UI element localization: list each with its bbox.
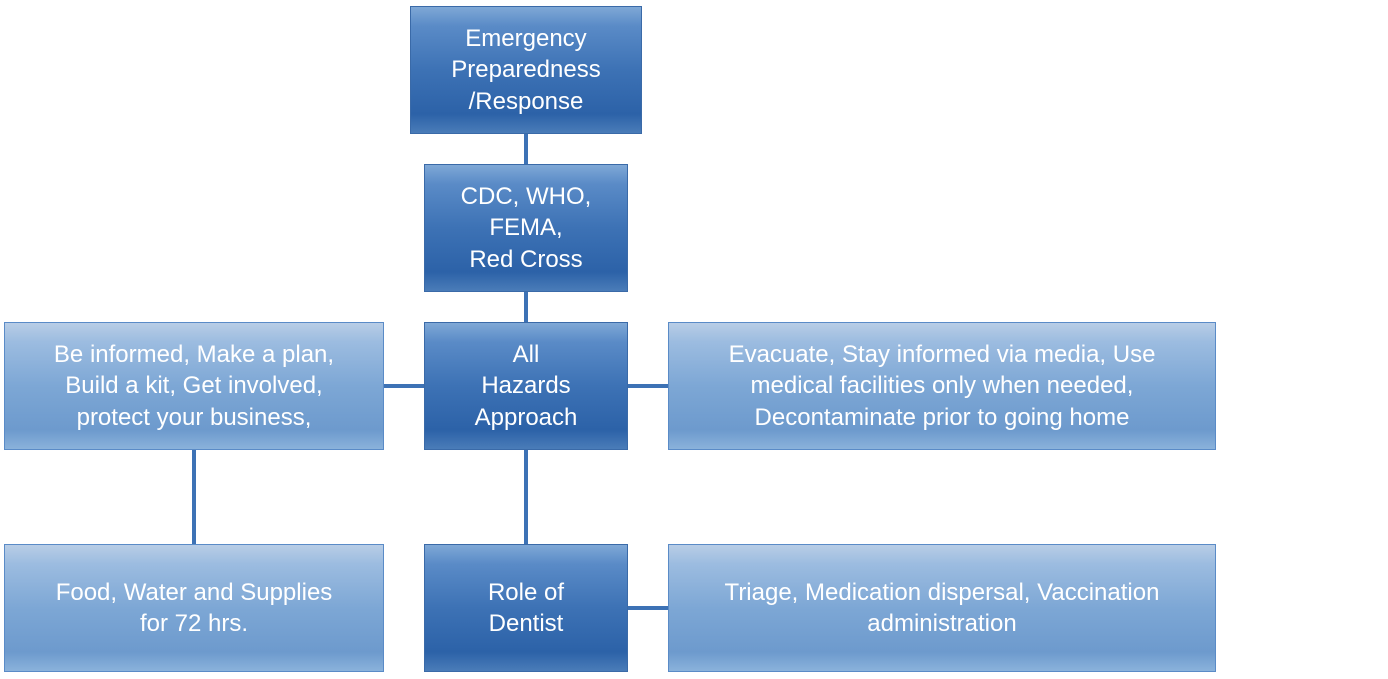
- node-all-hazards: AllHazardsApproach: [424, 322, 628, 450]
- node-label: AllHazardsApproach: [475, 339, 578, 433]
- node-label: Be informed, Make a plan,Build a kit, Ge…: [54, 339, 334, 433]
- edge-n2-n3: [524, 292, 528, 322]
- edge-n4-n7: [192, 450, 196, 544]
- node-label: Evacuate, Stay informed via media, Useme…: [729, 339, 1156, 433]
- node-organizations: CDC, WHO,FEMA,Red Cross: [424, 164, 628, 292]
- node-label: EmergencyPreparedness/Response: [451, 23, 600, 117]
- node-evacuate: Evacuate, Stay informed via media, Useme…: [668, 322, 1216, 450]
- edge-n3-n5: [628, 384, 668, 388]
- node-be-informed: Be informed, Make a plan,Build a kit, Ge…: [4, 322, 384, 450]
- edge-n1-n2: [524, 134, 528, 164]
- node-role-of-dentist: Role ofDentist: [424, 544, 628, 672]
- node-food-water: Food, Water and Suppliesfor 72 hrs.: [4, 544, 384, 672]
- node-label: Role ofDentist: [488, 577, 564, 639]
- edge-n3-n4: [384, 384, 424, 388]
- node-label: Triage, Medication dispersal, Vaccinatio…: [725, 577, 1160, 639]
- edge-n3-n6: [524, 450, 528, 544]
- edge-n6-n8: [628, 606, 668, 610]
- node-label: CDC, WHO,FEMA,Red Cross: [461, 181, 592, 275]
- node-emergency-preparedness: EmergencyPreparedness/Response: [410, 6, 642, 134]
- node-triage: Triage, Medication dispersal, Vaccinatio…: [668, 544, 1216, 672]
- node-label: Food, Water and Suppliesfor 72 hrs.: [56, 577, 333, 639]
